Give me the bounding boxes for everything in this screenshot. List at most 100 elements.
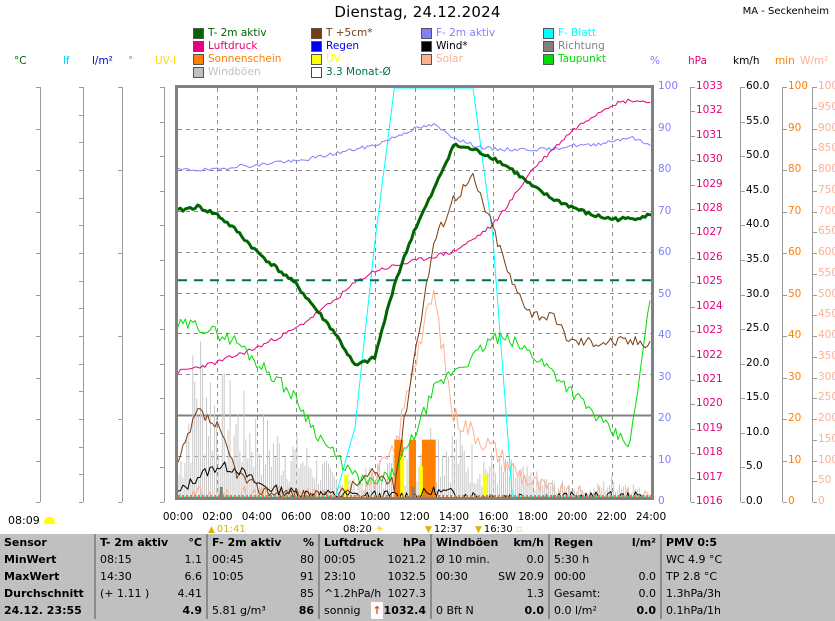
moonrise-icon: ▲ 01:41 (208, 524, 246, 535)
axis-tick-label: 90 (658, 122, 672, 134)
axis-tick (36, 212, 40, 213)
table-row: MinWert 08:15 1.1 00:45 80 00:05 1021.2 Ø 10 mi… (0, 551, 835, 568)
axis-tick-label: 1027 (696, 226, 723, 238)
axis-tick (783, 336, 787, 337)
axis-unit-wind-speed: km/h (733, 55, 760, 67)
legend-label: Wind* (436, 40, 468, 52)
axis-tick (741, 191, 745, 192)
axis-line (690, 87, 691, 502)
axis-tick (741, 398, 745, 399)
column-header: Sensor (0, 534, 95, 551)
axis-tick-label: 35.0 (746, 253, 770, 265)
axis-tick (79, 87, 83, 88)
cell-left: 10:05 (212, 570, 244, 583)
axis-tick-label: 1016 (696, 495, 723, 507)
event-time-label: 12:37 (433, 524, 463, 535)
legend-swatch-icon (193, 54, 204, 65)
axis-tick-label: 50.0 (746, 149, 770, 161)
table-cell: 5.81 g/m³ 86 (206, 602, 319, 619)
table-cell: 00:00 0.0 (548, 568, 661, 585)
legend-item-solar: Solar (421, 53, 543, 66)
axis-tick (36, 336, 40, 337)
axis-tick (691, 453, 695, 454)
column-unit: °C (188, 536, 202, 549)
cell-right: 1.3 (526, 587, 545, 600)
x-axis-tick-label: 10:00 (359, 511, 391, 523)
axis-tick (691, 136, 695, 137)
cell-left: 14:30 (100, 570, 132, 583)
legend-swatch-icon (193, 67, 204, 78)
column-header: F- 2m aktiv% (206, 534, 319, 551)
axis-tick (813, 419, 817, 420)
cell-left: sonnig (324, 604, 361, 617)
axis-tick (813, 87, 817, 88)
moonset-icon: ▼ 16:30 ▫ (475, 524, 523, 535)
event-time-label: 01:41 (216, 524, 246, 535)
legend-item-t-5cm: T +5cm* (311, 27, 421, 40)
table-cell: 4.9 (94, 602, 207, 619)
axis-tick-label: 10 (658, 454, 672, 466)
axis-tick (79, 502, 83, 503)
event-marker-icon: ▼ (475, 525, 482, 535)
axis-tick-label: 80 (658, 163, 672, 175)
axis-tick-label: 1019 (696, 422, 723, 434)
axis-tick (813, 108, 817, 109)
axis-tick-label: 1032 (696, 104, 723, 116)
cell-right: 80 (300, 553, 314, 566)
axis-tick (741, 295, 745, 296)
axis-tick (691, 356, 695, 357)
chart-legend: T- 2m aktiv T +5cm* F- 2m aktiv F- Blatt Luf… (193, 27, 733, 79)
table-cell: 14:30 6.6 (94, 568, 207, 585)
axis-tick (813, 440, 817, 441)
axis-tick-label: 50 (658, 288, 672, 300)
table-cell: 0 Bft N 0.0 (430, 602, 549, 619)
axis-tick (691, 502, 695, 503)
axis-tick-label: 500 (818, 288, 835, 300)
axis-tick-label: 700 (818, 205, 835, 217)
axis-tick (79, 281, 83, 282)
axis-tick (741, 467, 745, 468)
x-axis-tick-label: 06:00 (281, 511, 312, 523)
axis-tick (160, 191, 164, 192)
legend-item-luftdruck: Luftdruck (193, 40, 311, 53)
axis-unit-humidity: % (650, 55, 660, 67)
cell-left: 08:15 (100, 553, 132, 566)
axis-unit-leaf-wetness: lf (63, 55, 70, 67)
axis-tick (160, 122, 164, 123)
legend-item-taupunkt: Taupunkt (543, 53, 653, 66)
column-header: T- 2m aktiv °C (94, 534, 207, 551)
axis-tick-label: 55.0 (746, 115, 770, 127)
x-axis-tick-label: 12:00 (399, 511, 430, 523)
axis-tick (691, 87, 695, 88)
axis-tick-label: 25.0 (746, 322, 770, 334)
axis-tick-label: 60 (658, 246, 672, 258)
axis-tick (813, 357, 817, 358)
axis-unit-rain: l/m² (92, 55, 113, 67)
axis-tick-label: 1018 (696, 446, 723, 458)
pmv-cell: WC 4.9 °C (660, 551, 835, 568)
cell-left: 0 Bft N (436, 604, 474, 617)
axis-tick-label: 900 (818, 122, 835, 134)
axis-tick (118, 336, 122, 337)
axis-tick-label: 650 (818, 225, 835, 237)
column-title: Windböen (436, 536, 499, 549)
axis-tick-label: 40 (788, 329, 802, 341)
axis-unit-pressure: hPa (688, 55, 707, 67)
legend-swatch-icon (193, 41, 204, 52)
legend-label: 3.3 Monat-Ø (326, 66, 391, 78)
axis-tick (160, 398, 164, 399)
cell-right: 1027.3 (387, 587, 427, 600)
axis-tick (691, 282, 695, 283)
x-axis-tick-label: 18:00 (517, 511, 548, 523)
axis-tick (79, 308, 83, 309)
table-cell: 10:05 91 (206, 568, 319, 585)
axis-tick (36, 253, 40, 254)
axis-tick (36, 129, 40, 130)
axis-line (40, 87, 41, 502)
axis-tick (160, 433, 164, 434)
column-unit: l/m² (631, 536, 656, 549)
axis-tick-label: 300 (818, 371, 835, 383)
cell-right: 1032.5 (387, 570, 427, 583)
axis-tick (691, 380, 695, 381)
pmv-cell: 1.3hPa/3h (660, 585, 835, 602)
